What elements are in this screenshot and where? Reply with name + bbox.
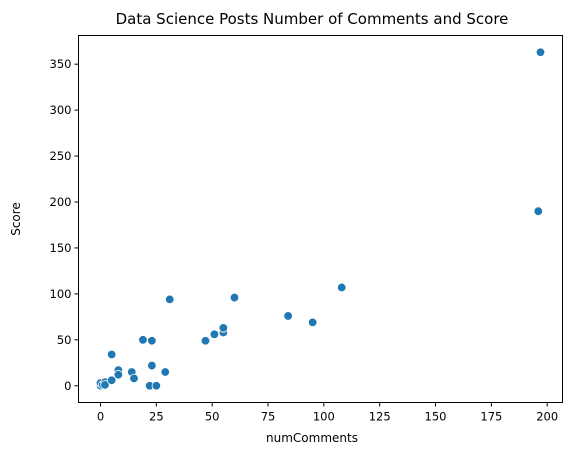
x-tick-label-8: 200 — [536, 410, 558, 424]
data-point-6 — [106, 349, 117, 360]
x-tick-label-4: 100 — [313, 410, 335, 424]
x-tick-label-3: 75 — [261, 410, 276, 424]
data-point-11 — [138, 335, 148, 345]
x-tick-label-0: 0 — [97, 410, 104, 424]
data-point-26 — [533, 206, 543, 216]
y-tick-label-1: 50 — [57, 333, 72, 347]
points-layer — [95, 47, 546, 391]
x-tick-label-6: 150 — [425, 410, 447, 424]
data-point-18 — [200, 336, 211, 346]
data-point-21 — [218, 323, 229, 333]
y-tick-label-0: 0 — [64, 379, 71, 393]
y-tick-label-7: 350 — [50, 57, 72, 71]
data-point-13 — [147, 360, 157, 371]
y-tick-label-6: 300 — [50, 103, 72, 117]
data-point-27 — [535, 47, 546, 57]
data-point-17 — [165, 294, 175, 305]
data-point-14 — [147, 336, 157, 346]
chart-title: Data Science Posts Number of Comments an… — [116, 10, 509, 28]
x-tick-label-1: 25 — [149, 410, 164, 424]
data-point-24 — [307, 317, 318, 328]
data-point-10 — [129, 373, 139, 384]
x-axis-label: numComments — [266, 431, 358, 445]
x-tick-label-2: 50 — [205, 410, 220, 424]
x-tick-label-5: 125 — [369, 410, 391, 424]
data-point-8 — [113, 370, 124, 380]
data-point-25 — [337, 282, 347, 293]
y-tick-label-3: 150 — [50, 241, 72, 255]
data-point-23 — [283, 311, 293, 321]
data-point-16 — [160, 367, 170, 377]
y-tick-label-4: 200 — [50, 195, 72, 209]
y-tick-label-5: 250 — [50, 149, 72, 163]
ticks-layer: 0 25 50 75 100 125 150 175 200 0 50 100 150 200 250 300… — [50, 57, 559, 423]
data-point-19 — [209, 329, 220, 340]
data-point-22 — [229, 292, 240, 303]
plot-frame — [78, 35, 563, 403]
data-point-5 — [106, 375, 117, 385]
data-point-15 — [151, 381, 162, 391]
y-axis-label: Score — [9, 202, 23, 236]
y-tick-label-2: 100 — [50, 287, 72, 301]
data-point-4 — [100, 380, 110, 390]
x-tick-label-7: 175 — [480, 410, 502, 424]
